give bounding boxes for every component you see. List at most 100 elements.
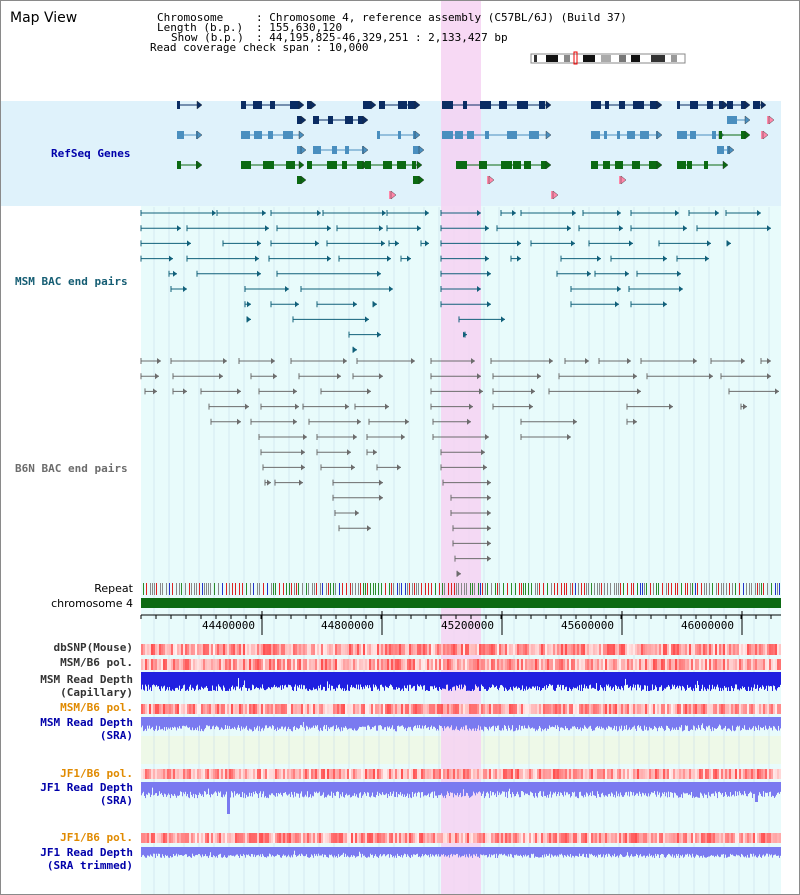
b6n-bac-pair-end xyxy=(633,418,637,425)
read-depth-bar xyxy=(526,672,527,687)
density-cell xyxy=(425,833,427,843)
density-cell xyxy=(325,833,327,843)
density-cell xyxy=(687,704,689,714)
density-cell xyxy=(201,769,203,779)
density-cell xyxy=(353,833,355,843)
gene-strand-arrow xyxy=(656,160,663,170)
repeat-element xyxy=(391,583,392,595)
read-depth-bar xyxy=(292,672,293,691)
read-depth-bar xyxy=(399,717,400,727)
gene-exon xyxy=(467,131,474,139)
read-depth-bar xyxy=(440,672,441,690)
density-cell xyxy=(239,833,241,843)
density-cell xyxy=(637,833,639,843)
read-depth-bar xyxy=(774,672,775,687)
read-depth-bar xyxy=(237,717,238,728)
density-cell xyxy=(579,833,581,843)
read-depth-bar xyxy=(405,782,406,798)
repeat-element xyxy=(775,583,776,595)
read-depth-bar xyxy=(773,717,774,727)
read-depth-bar xyxy=(749,672,750,691)
read-depth-bar xyxy=(142,717,143,726)
read-depth-bar xyxy=(484,672,485,690)
msm-bac-pair-end xyxy=(327,225,331,232)
read-depth-bar xyxy=(354,672,355,688)
read-depth-bar xyxy=(336,847,337,857)
repeat-element xyxy=(259,583,260,595)
read-depth-bar xyxy=(511,847,512,855)
read-depth-bar xyxy=(222,672,223,691)
read-depth-bar xyxy=(474,717,475,731)
repeat-element xyxy=(642,583,643,595)
read-depth-bar xyxy=(567,672,568,691)
gene-exon xyxy=(456,161,467,169)
density-cell xyxy=(615,833,617,843)
read-depth-bar xyxy=(567,782,568,793)
gene-strand-arrow xyxy=(362,115,369,125)
read-depth-bar xyxy=(777,782,778,793)
density-cell xyxy=(459,769,461,779)
density-cell xyxy=(159,659,161,670)
density-cell xyxy=(775,833,777,843)
density-cell xyxy=(635,833,637,843)
read-depth-bar xyxy=(395,717,396,732)
read-depth-bar xyxy=(343,782,344,797)
msm-bac-pair-end xyxy=(705,255,709,262)
read-depth-bar xyxy=(660,672,661,687)
read-depth-bar xyxy=(236,847,237,855)
repeat-element xyxy=(531,583,532,595)
density-cell xyxy=(421,769,423,779)
read-depth-bar xyxy=(597,782,598,792)
gene-strand-arrow xyxy=(196,100,203,110)
density-cell xyxy=(501,833,503,843)
read-depth-bar xyxy=(230,782,231,798)
read-depth-bar xyxy=(463,782,464,790)
density-cell xyxy=(177,769,179,779)
read-depth-bar xyxy=(323,782,324,793)
read-depth-bar xyxy=(314,672,315,690)
read-depth-bar xyxy=(485,847,486,856)
read-depth-bar xyxy=(332,672,333,686)
density-cell xyxy=(779,833,781,843)
density-cell xyxy=(541,659,543,670)
read-depth-bar xyxy=(350,672,351,688)
read-depth-bar xyxy=(353,672,354,687)
read-depth-bar xyxy=(715,672,716,690)
read-depth-bar xyxy=(174,782,175,794)
density-cell xyxy=(333,769,335,779)
repeat-element xyxy=(152,583,153,595)
density-cell xyxy=(475,644,477,655)
gene-strand-arrow xyxy=(545,160,552,170)
density-cell xyxy=(173,833,175,843)
ideogram-band xyxy=(651,55,665,62)
read-depth-bar xyxy=(199,672,200,690)
read-depth-bar xyxy=(588,672,589,689)
repeat-element xyxy=(298,583,299,595)
read-depth-bar xyxy=(291,782,292,792)
read-depth-bar xyxy=(628,672,629,688)
density-cell xyxy=(743,769,745,779)
read-depth-bar xyxy=(495,672,496,688)
read-depth-bar xyxy=(422,672,423,690)
read-depth-bar xyxy=(731,782,732,797)
repeat-element xyxy=(685,583,686,595)
read-depth-bar xyxy=(464,847,465,855)
read-depth-bar xyxy=(674,672,675,685)
read-depth-bar xyxy=(690,672,691,687)
read-depth-bar xyxy=(413,782,414,797)
read-depth-bar xyxy=(397,847,398,854)
density-cell xyxy=(583,644,585,655)
read-depth-bar xyxy=(639,717,640,728)
gene-exon xyxy=(513,161,521,169)
read-depth-bar xyxy=(475,782,476,796)
density-cell xyxy=(307,704,309,714)
density-cell xyxy=(629,769,631,779)
read-depth-bar xyxy=(410,672,411,685)
read-depth-bar xyxy=(309,782,310,797)
read-depth-bar xyxy=(206,717,207,726)
density-cell xyxy=(247,644,249,655)
read-depth-bar xyxy=(637,717,638,727)
read-depth-bar xyxy=(522,672,523,686)
density-cell xyxy=(749,659,751,670)
